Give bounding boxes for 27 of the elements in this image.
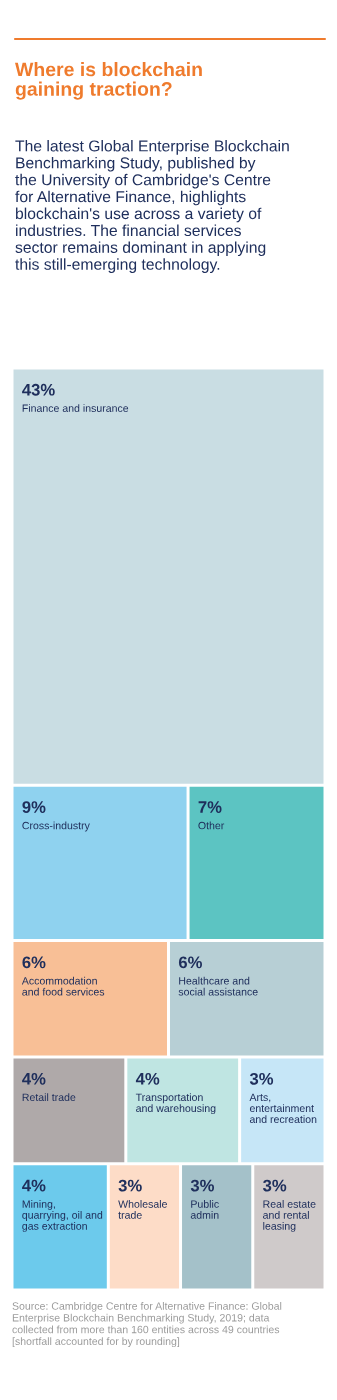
data-label: 6% [178, 956, 202, 969]
category-label: Mining, quarrying, oil and gas extraction [22, 1200, 103, 1232]
category-label: Other [198, 821, 225, 830]
category-label: Cross-industry [22, 821, 90, 832]
category-label: Public admin [190, 1200, 219, 1219]
data-label: 3% [190, 1179, 215, 1192]
category-label: Healthcare and social assistance [178, 976, 258, 996]
text: Where is blockchain gaining traction? [15, 62, 202, 100]
data-label: 3% [249, 1072, 274, 1085]
data-label: 7% [198, 801, 222, 813]
data-label: 4% [22, 1072, 46, 1085]
text: The latest Global Enterprise Blockchain Benchmarking Study, published by the University of Cambridge's Centre for Alternative Finance, highlights blockchain's use across a variety of industries. The financial services sector remains dominant in applying this still-emerging technology. [15, 140, 289, 273]
data-label: 6% [22, 956, 46, 969]
category-label: Wholesale trade [118, 1200, 167, 1219]
category-label: Accommodation and food services [21, 976, 105, 996]
category-label: Real estate and rental leasing [263, 1200, 316, 1232]
data-label: 3% [262, 1179, 287, 1192]
category-label: Transportation and warehousing [135, 1093, 216, 1115]
data-label: 43% [22, 383, 55, 396]
data-label: 4% [22, 1179, 46, 1192]
data-label: 3% [118, 1179, 142, 1192]
source-note: Source: Cambridge Centre for Alternative Finance: Global Enterprise Blockchain Benchmarking Study, 2019; data collected from more than 160 entities across 49 countries [shortfall accounted for by rounding] [12, 1302, 282, 1348]
category-label: Finance and insurance [22, 404, 129, 412]
category-label: Arts, entertainment and recreation [249, 1093, 317, 1124]
data-label: 9% [22, 801, 46, 813]
category-label: Retail trade [22, 1093, 76, 1102]
data-label: 4% [135, 1072, 160, 1085]
